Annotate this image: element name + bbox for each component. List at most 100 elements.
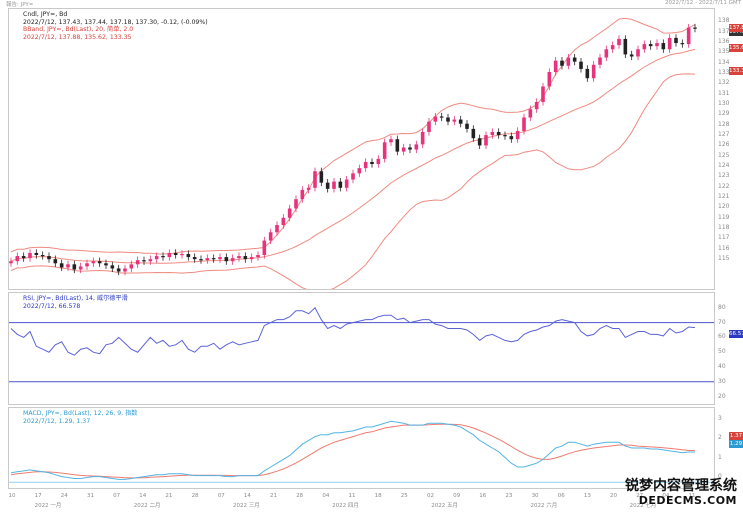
- candle-body: [224, 257, 229, 262]
- candle-body: [123, 268, 127, 272]
- macd-signal-line: [10, 423, 695, 479]
- macd-tick-label: 0: [718, 472, 722, 480]
- candle-body: [490, 131, 495, 136]
- candle-body: [21, 256, 26, 259]
- candle-body: [15, 256, 20, 262]
- price-tick-label: 137: [718, 27, 730, 35]
- price-tick-label: 116: [718, 244, 730, 252]
- x-tick-label: 20: [610, 493, 617, 499]
- price-tick-label: 136: [718, 38, 730, 46]
- x-tick-label: 07: [218, 493, 225, 499]
- x-tick-label: 13: [584, 493, 591, 499]
- candle-legend-values: 2022/7/12, 137.43, 137.44, 137.18, 137.3…: [23, 18, 208, 26]
- candle-body: [623, 38, 628, 55]
- candle-body: [553, 60, 558, 73]
- rsi-tick-label: 50: [718, 348, 726, 356]
- candle-body: [382, 142, 387, 159]
- x-month-label: 2022 二月: [134, 502, 161, 509]
- candle-body: [528, 109, 533, 118]
- rsi-panel[interactable]: RSI, JPY=, Bd(Last), 14, 威尔德平滑 2022/7/12…: [8, 292, 715, 405]
- rsi-tick-label: 80: [718, 303, 726, 311]
- candle-body: [509, 136, 514, 140]
- x-tick-label: 23: [505, 493, 512, 499]
- x-tick-label: 07: [113, 493, 120, 499]
- rsi-legend-title: RSI, JPY=, Bd(Last), 14, 威尔德平滑: [23, 295, 128, 302]
- candle-body: [439, 116, 444, 118]
- x-month-label: 2022 一月: [35, 502, 62, 509]
- candle-body: [338, 181, 343, 188]
- price-tick-label: 134: [718, 58, 730, 66]
- candle-body: [135, 260, 140, 265]
- candle-body: [186, 253, 191, 258]
- candle-body: [256, 255, 260, 258]
- price-panel[interactable]: Cndl, JPY=, Bd 2022/7/12, 137.43, 137.44…: [8, 8, 715, 290]
- rsi-tick-label: 30: [718, 377, 726, 385]
- price-tick-label: 120: [718, 203, 730, 211]
- candle-body: [541, 86, 545, 102]
- candle-body: [604, 49, 609, 58]
- candle-body: [230, 258, 235, 262]
- x-tick-label: 04: [662, 493, 669, 499]
- rsi-tick-label: 40: [718, 363, 726, 370]
- price-tick-label: 131: [718, 89, 730, 97]
- macd-legend-values: 2022/7/12, 1.29, 1.37: [23, 417, 91, 425]
- candle-body: [642, 44, 647, 50]
- price-tick-label: 118: [718, 224, 730, 232]
- x-tick-label: 28: [296, 493, 303, 499]
- price-tick-label: 132: [718, 79, 730, 87]
- candle-body: [281, 217, 286, 226]
- candle-body: [420, 131, 425, 145]
- candle-body: [598, 57, 602, 65]
- price-tick-label: 119: [718, 213, 730, 221]
- candle-body: [325, 182, 330, 189]
- x-axis-labels: 10 17 24 31 07 14 21 28 07 14 21 28 04 11 18 25 02 09 16 23…: [9, 493, 696, 509]
- candle-body: [401, 147, 406, 152]
- candle-body: [566, 57, 571, 66]
- candle-body: [686, 27, 691, 45]
- rsi-chart: [9, 306, 714, 383]
- candle-body: [585, 68, 590, 79]
- candle-body: [161, 256, 165, 258]
- x-month-label: 2022 六月: [530, 501, 557, 509]
- x-tick-label: 16: [479, 493, 486, 499]
- candle-body: [408, 147, 412, 150]
- candle-body: [211, 258, 216, 260]
- candle-body: [560, 60, 564, 66]
- candle-body: [503, 135, 507, 137]
- x-tick-label: 21: [270, 493, 277, 499]
- x-tick-label: 30: [532, 493, 539, 499]
- candle-body: [572, 57, 577, 62]
- candle-body: [249, 257, 254, 260]
- candle-body: [655, 43, 659, 47]
- candle-body: [180, 253, 184, 256]
- x-tick-label: 06: [558, 493, 565, 499]
- candle-body: [344, 179, 349, 188]
- macd-tick-label: 3: [718, 415, 722, 423]
- x-tick-label: 14: [139, 493, 146, 499]
- candle-body: [313, 171, 317, 188]
- candle-body: [110, 265, 115, 269]
- candle-body: [496, 131, 501, 136]
- price-tick-label: 133: [718, 69, 730, 77]
- candle-body: [471, 128, 476, 139]
- candle-body: [591, 64, 596, 79]
- bband-legend-title: BBand, JPY=, Bd(Last), 20, 简单, 2.0: [23, 26, 134, 34]
- price-tick-label: 125: [718, 151, 730, 159]
- candle-body: [154, 256, 159, 260]
- x-tick-label: 11: [349, 493, 356, 499]
- price-tick-label: 130: [718, 100, 730, 108]
- rsi-last-tag: 66.578: [729, 330, 743, 338]
- x-tick-label: 31: [87, 493, 94, 499]
- price-tick-label: 124: [718, 162, 730, 170]
- candle-body: [484, 135, 488, 146]
- date-range-header: 2022/7/12 - 2022/7/11 GMT: [665, 0, 741, 6]
- candle-body: [116, 268, 121, 272]
- x-tick-label: 27: [636, 493, 643, 499]
- macd-panel[interactable]: MACD, JPY=, Bd(Last), 12, 26, 9, 指数 2022…: [8, 407, 715, 489]
- macd-tick-label: 1: [718, 453, 722, 461]
- bband-upper-tag: 137.88: [729, 24, 743, 32]
- x-tick-label: 14: [244, 493, 251, 499]
- candle-body: [85, 263, 89, 267]
- candle-body: [97, 261, 102, 264]
- candle-body: [91, 261, 96, 264]
